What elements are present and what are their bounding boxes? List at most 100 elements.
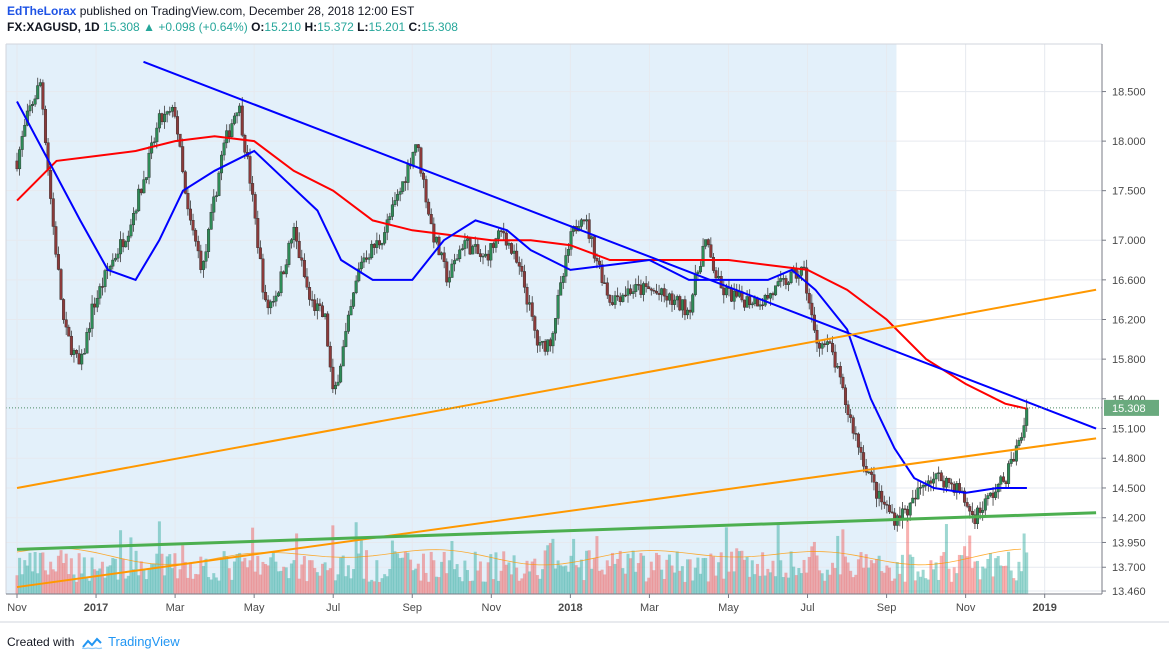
candle-up xyxy=(289,239,293,244)
volume-bar xyxy=(95,570,99,594)
candle-up xyxy=(119,239,123,255)
volume-bar xyxy=(616,558,620,594)
volume-bar xyxy=(649,561,653,594)
candle-down xyxy=(662,288,666,297)
trendline-2[interactable] xyxy=(16,288,1097,489)
candle-up xyxy=(453,260,457,265)
candle-down xyxy=(261,258,265,293)
candle-up xyxy=(98,286,102,299)
volume-bar xyxy=(810,546,814,594)
volume-bar xyxy=(981,566,985,594)
trendline-3[interactable] xyxy=(16,437,1097,589)
volume-bar xyxy=(134,550,138,594)
volume-bar xyxy=(613,563,617,594)
candle-down xyxy=(963,490,967,503)
trendline-4[interactable] xyxy=(16,511,1097,551)
candle-down xyxy=(616,295,620,298)
candle-up xyxy=(339,365,343,383)
volume-bar xyxy=(476,570,480,594)
trendline-1[interactable] xyxy=(143,60,1097,430)
volume-bar xyxy=(318,575,322,594)
candle-down xyxy=(56,254,60,270)
candle-down xyxy=(856,433,860,448)
candle-up xyxy=(147,152,151,178)
candle-down xyxy=(649,288,653,291)
volume-bar xyxy=(696,557,700,594)
volume-bar xyxy=(706,581,710,594)
volume-bar xyxy=(794,575,798,594)
volume-bar xyxy=(880,571,884,594)
candle-up xyxy=(559,282,563,296)
candle-up xyxy=(1017,440,1021,446)
volume-bar xyxy=(323,562,327,594)
candle-down xyxy=(665,295,669,301)
candle-down xyxy=(761,304,765,307)
volume-bar xyxy=(403,551,407,594)
candle-up xyxy=(276,292,280,297)
volume-bar xyxy=(41,552,45,594)
candle-down xyxy=(251,183,255,195)
volume-bar xyxy=(310,560,314,594)
candle-up xyxy=(781,278,785,280)
volume-bar xyxy=(890,580,894,594)
candle-down xyxy=(598,260,602,265)
volume-bar xyxy=(113,558,117,594)
volume-bar xyxy=(82,557,86,594)
candle-down xyxy=(947,477,951,484)
candle-down xyxy=(424,179,428,203)
candle-up xyxy=(921,484,925,488)
volume-bar xyxy=(919,576,923,594)
candle-down xyxy=(305,276,309,288)
volume-bar xyxy=(253,571,257,594)
volume-bar xyxy=(644,581,648,594)
candle-down xyxy=(965,502,969,507)
volume-bar xyxy=(634,571,638,594)
candle-up xyxy=(1022,425,1026,438)
candle-down xyxy=(372,243,376,248)
author-link[interactable]: EdTheLorax xyxy=(7,4,77,18)
volume-bar xyxy=(176,578,180,594)
volume-bar xyxy=(592,558,596,594)
candle-up xyxy=(359,261,363,270)
candle-up xyxy=(80,353,84,365)
candle-down xyxy=(906,509,910,516)
candle-up xyxy=(201,261,205,270)
volume-bar xyxy=(686,559,690,594)
candle-down xyxy=(59,269,63,300)
volume-bar xyxy=(872,563,876,594)
candle-down xyxy=(93,303,97,308)
volume-bar xyxy=(507,562,511,594)
candle-up xyxy=(95,297,99,308)
volume-bar xyxy=(629,558,633,594)
volume-bar xyxy=(673,572,677,594)
tradingview-brand-link[interactable]: TradingView xyxy=(108,634,180,649)
candle-down xyxy=(196,241,200,252)
candle-up xyxy=(693,273,697,295)
volume-bar xyxy=(142,568,146,594)
candle-up xyxy=(31,103,35,106)
candle-up xyxy=(411,152,415,167)
volume-bar xyxy=(831,562,835,594)
candle-up xyxy=(375,240,379,248)
volume-bar xyxy=(854,574,858,594)
volume-bar xyxy=(698,573,702,594)
volume-bar xyxy=(258,574,262,594)
volume-bar xyxy=(1022,533,1026,594)
volume-bar xyxy=(585,550,589,594)
candle-up xyxy=(489,243,493,261)
volume-bar xyxy=(856,559,860,594)
candle-up xyxy=(367,257,371,260)
candle-up xyxy=(787,282,791,285)
volume-bar xyxy=(230,579,234,594)
candle-up xyxy=(354,280,358,293)
candle-up xyxy=(981,509,985,513)
candle-up xyxy=(471,246,475,255)
volume-bar xyxy=(204,558,208,594)
volume-bar xyxy=(59,550,63,594)
candle-up xyxy=(284,264,288,275)
volume-bar xyxy=(647,577,651,594)
candle-down xyxy=(843,387,847,405)
candle-up xyxy=(144,177,148,180)
volume-bar xyxy=(199,556,203,594)
